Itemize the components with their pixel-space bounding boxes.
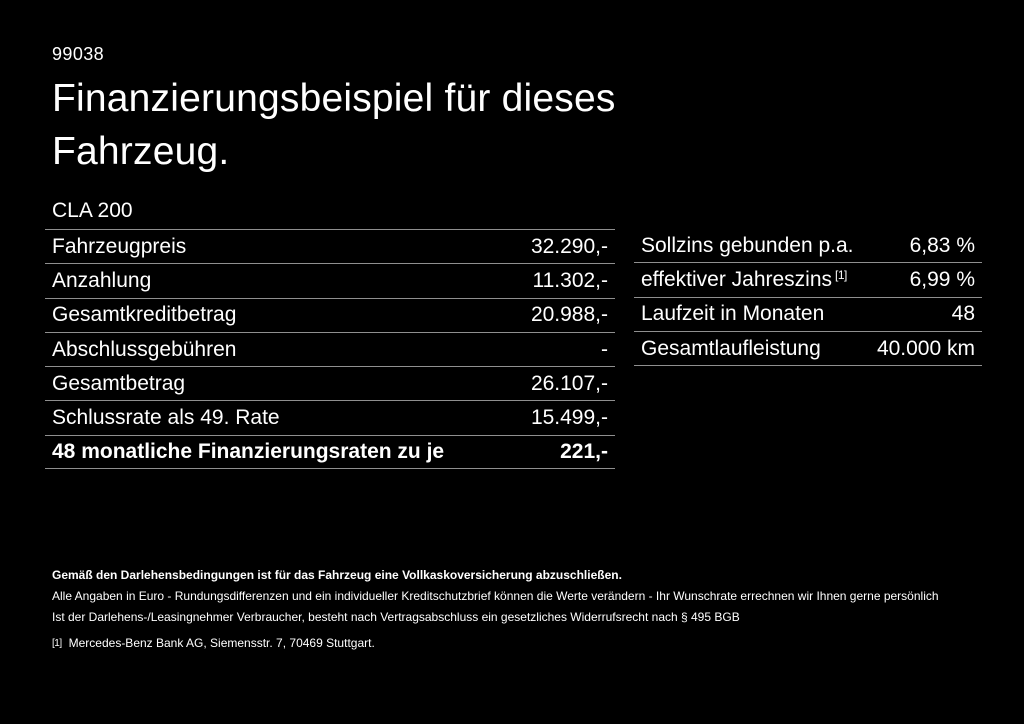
listing-code: 99038	[52, 44, 105, 64]
row-label: Gesamtbetrag	[52, 371, 186, 395]
table-row: Abschlussgebühren -	[45, 331, 615, 366]
table-row: Fahrzeugpreis 32.290,-	[45, 229, 615, 263]
legal-footer: Gemäß den Darlehensbedingungen ist für d…	[52, 565, 982, 654]
row-label-text: effektiver Jahreszins	[641, 267, 833, 291]
row-label: Gesamtkreditbetrag	[52, 303, 237, 327]
table-row: Schlussrate als 49. Rate 15.499,-	[45, 400, 615, 434]
row-label: Abschlussgebühren	[52, 337, 237, 361]
row-value: 221,-	[560, 439, 608, 463]
table-row-monthly-rate: 48 monatliche Finanzierungsraten zu je 2…	[45, 434, 615, 470]
row-label: effektiver Jahreszins [1]	[641, 268, 847, 292]
row-value: 6,83 %	[909, 233, 975, 257]
row-label: Sollzins gebunden p.a.	[641, 233, 854, 257]
row-value: 20.988,-	[530, 303, 608, 327]
financing-tables: Fahrzeugpreis 32.290,- Anzahlung 11.302,…	[45, 229, 982, 470]
conditions-table: Sollzins gebunden p.a. 6,83 % effektiver…	[634, 229, 982, 469]
row-label: Schlussrate als 49. Rate	[52, 406, 280, 430]
row-label: Gesamtlaufleistung	[641, 336, 821, 360]
table-row: Gesamtlaufleistung 40.000 km	[634, 332, 982, 367]
table-row: Gesamtbetrag 26.107,-	[45, 366, 615, 400]
table-row: Anzahlung 11.302,-	[45, 263, 615, 297]
table-row: Gesamtkreditbetrag 20.988,-	[45, 297, 615, 332]
footnote: [1] Mercedes-Benz Bank AG, Siemensstr. 7,…	[52, 633, 982, 654]
vehicle-model: CLA 200	[52, 199, 133, 222]
table-row: effektiver Jahreszins [1] 6,99 %	[634, 263, 982, 298]
finance-table: Fahrzeugpreis 32.290,- Anzahlung 11.302,…	[45, 229, 615, 470]
row-value: 15.499,-	[530, 406, 608, 430]
footnote-marker: [1]	[52, 638, 62, 649]
row-label: Laufzeit in Monaten	[641, 302, 825, 326]
table-row: Laufzeit in Monaten 48	[634, 298, 982, 332]
insurance-requirement-note: Gemäß den Darlehensbedingungen ist für d…	[52, 568, 622, 582]
disclaimer-line: Alle Angaben in Euro - Rundungsdifferenz…	[52, 589, 939, 603]
row-value: 48	[951, 302, 975, 326]
page-title-line2: Fahrzeug.	[52, 130, 230, 173]
row-value: -	[601, 337, 608, 361]
row-value: 32.290,-	[530, 234, 608, 258]
row-value: 40.000 km	[876, 336, 975, 360]
footnote-ref: [1]	[835, 267, 847, 282]
footnote-text: Mercedes-Benz Bank AG, Siemensstr. 7, 70…	[68, 636, 375, 650]
row-label: Anzahlung	[52, 268, 152, 292]
row-value: 26.107,-	[530, 371, 608, 395]
row-label: Fahrzeugpreis	[52, 234, 187, 258]
row-value: 6,99 %	[909, 267, 975, 291]
row-value: 11.302,-	[532, 268, 609, 292]
withdrawal-right-line: Ist der Darlehens-/Leasingnehmer Verbrau…	[52, 610, 740, 624]
table-row: Sollzins gebunden p.a. 6,83 %	[634, 229, 982, 264]
page-title-line1: Finanzierungsbeispiel für dieses	[52, 77, 616, 120]
page-title: Finanzierungsbeispiel für dieses Fahrzeu…	[52, 72, 616, 178]
row-label: 48 monatliche Finanzierungsraten zu je	[52, 439, 445, 463]
